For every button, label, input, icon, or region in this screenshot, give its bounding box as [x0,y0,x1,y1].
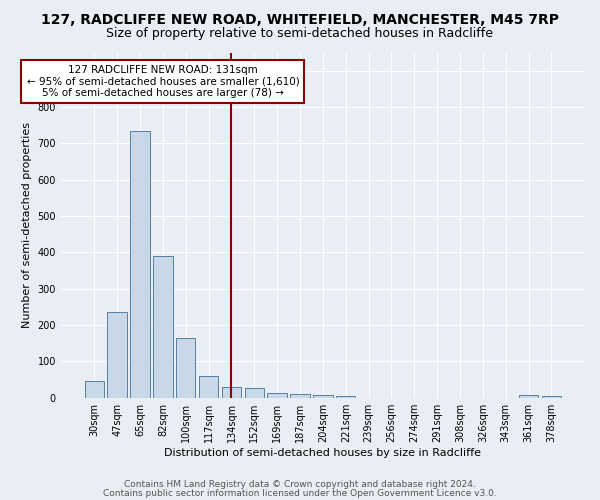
Bar [153,256,173,398]
X-axis label: Distribution of semi-detached houses by size in Radcliffe: Distribution of semi-detached houses by … [164,448,481,458]
Text: Contains HM Land Registry data © Crown copyright and database right 2024.: Contains HM Land Registry data © Crown c… [124,480,476,489]
Text: Contains public sector information licensed under the Open Government Licence v3: Contains public sector information licen… [103,488,497,498]
Text: Size of property relative to semi-detached houses in Radcliffe: Size of property relative to semi-detach… [107,28,493,40]
Text: 127 RADCLIFFE NEW ROAD: 131sqm
← 95% of semi-detached houses are smaller (1,610): 127 RADCLIFFE NEW ROAD: 131sqm ← 95% of … [26,65,299,98]
Bar [107,312,127,398]
Bar [245,388,264,398]
Bar [290,394,310,398]
Y-axis label: Number of semi-detached properties: Number of semi-detached properties [22,122,32,328]
Bar [222,387,241,398]
Bar [542,396,561,398]
Bar [85,382,104,398]
Bar [268,394,287,398]
Text: 127, RADCLIFFE NEW ROAD, WHITEFIELD, MANCHESTER, M45 7RP: 127, RADCLIFFE NEW ROAD, WHITEFIELD, MAN… [41,12,559,26]
Bar [199,376,218,398]
Bar [336,396,355,398]
Bar [176,338,196,398]
Bar [130,130,150,398]
Bar [313,395,332,398]
Bar [519,395,538,398]
